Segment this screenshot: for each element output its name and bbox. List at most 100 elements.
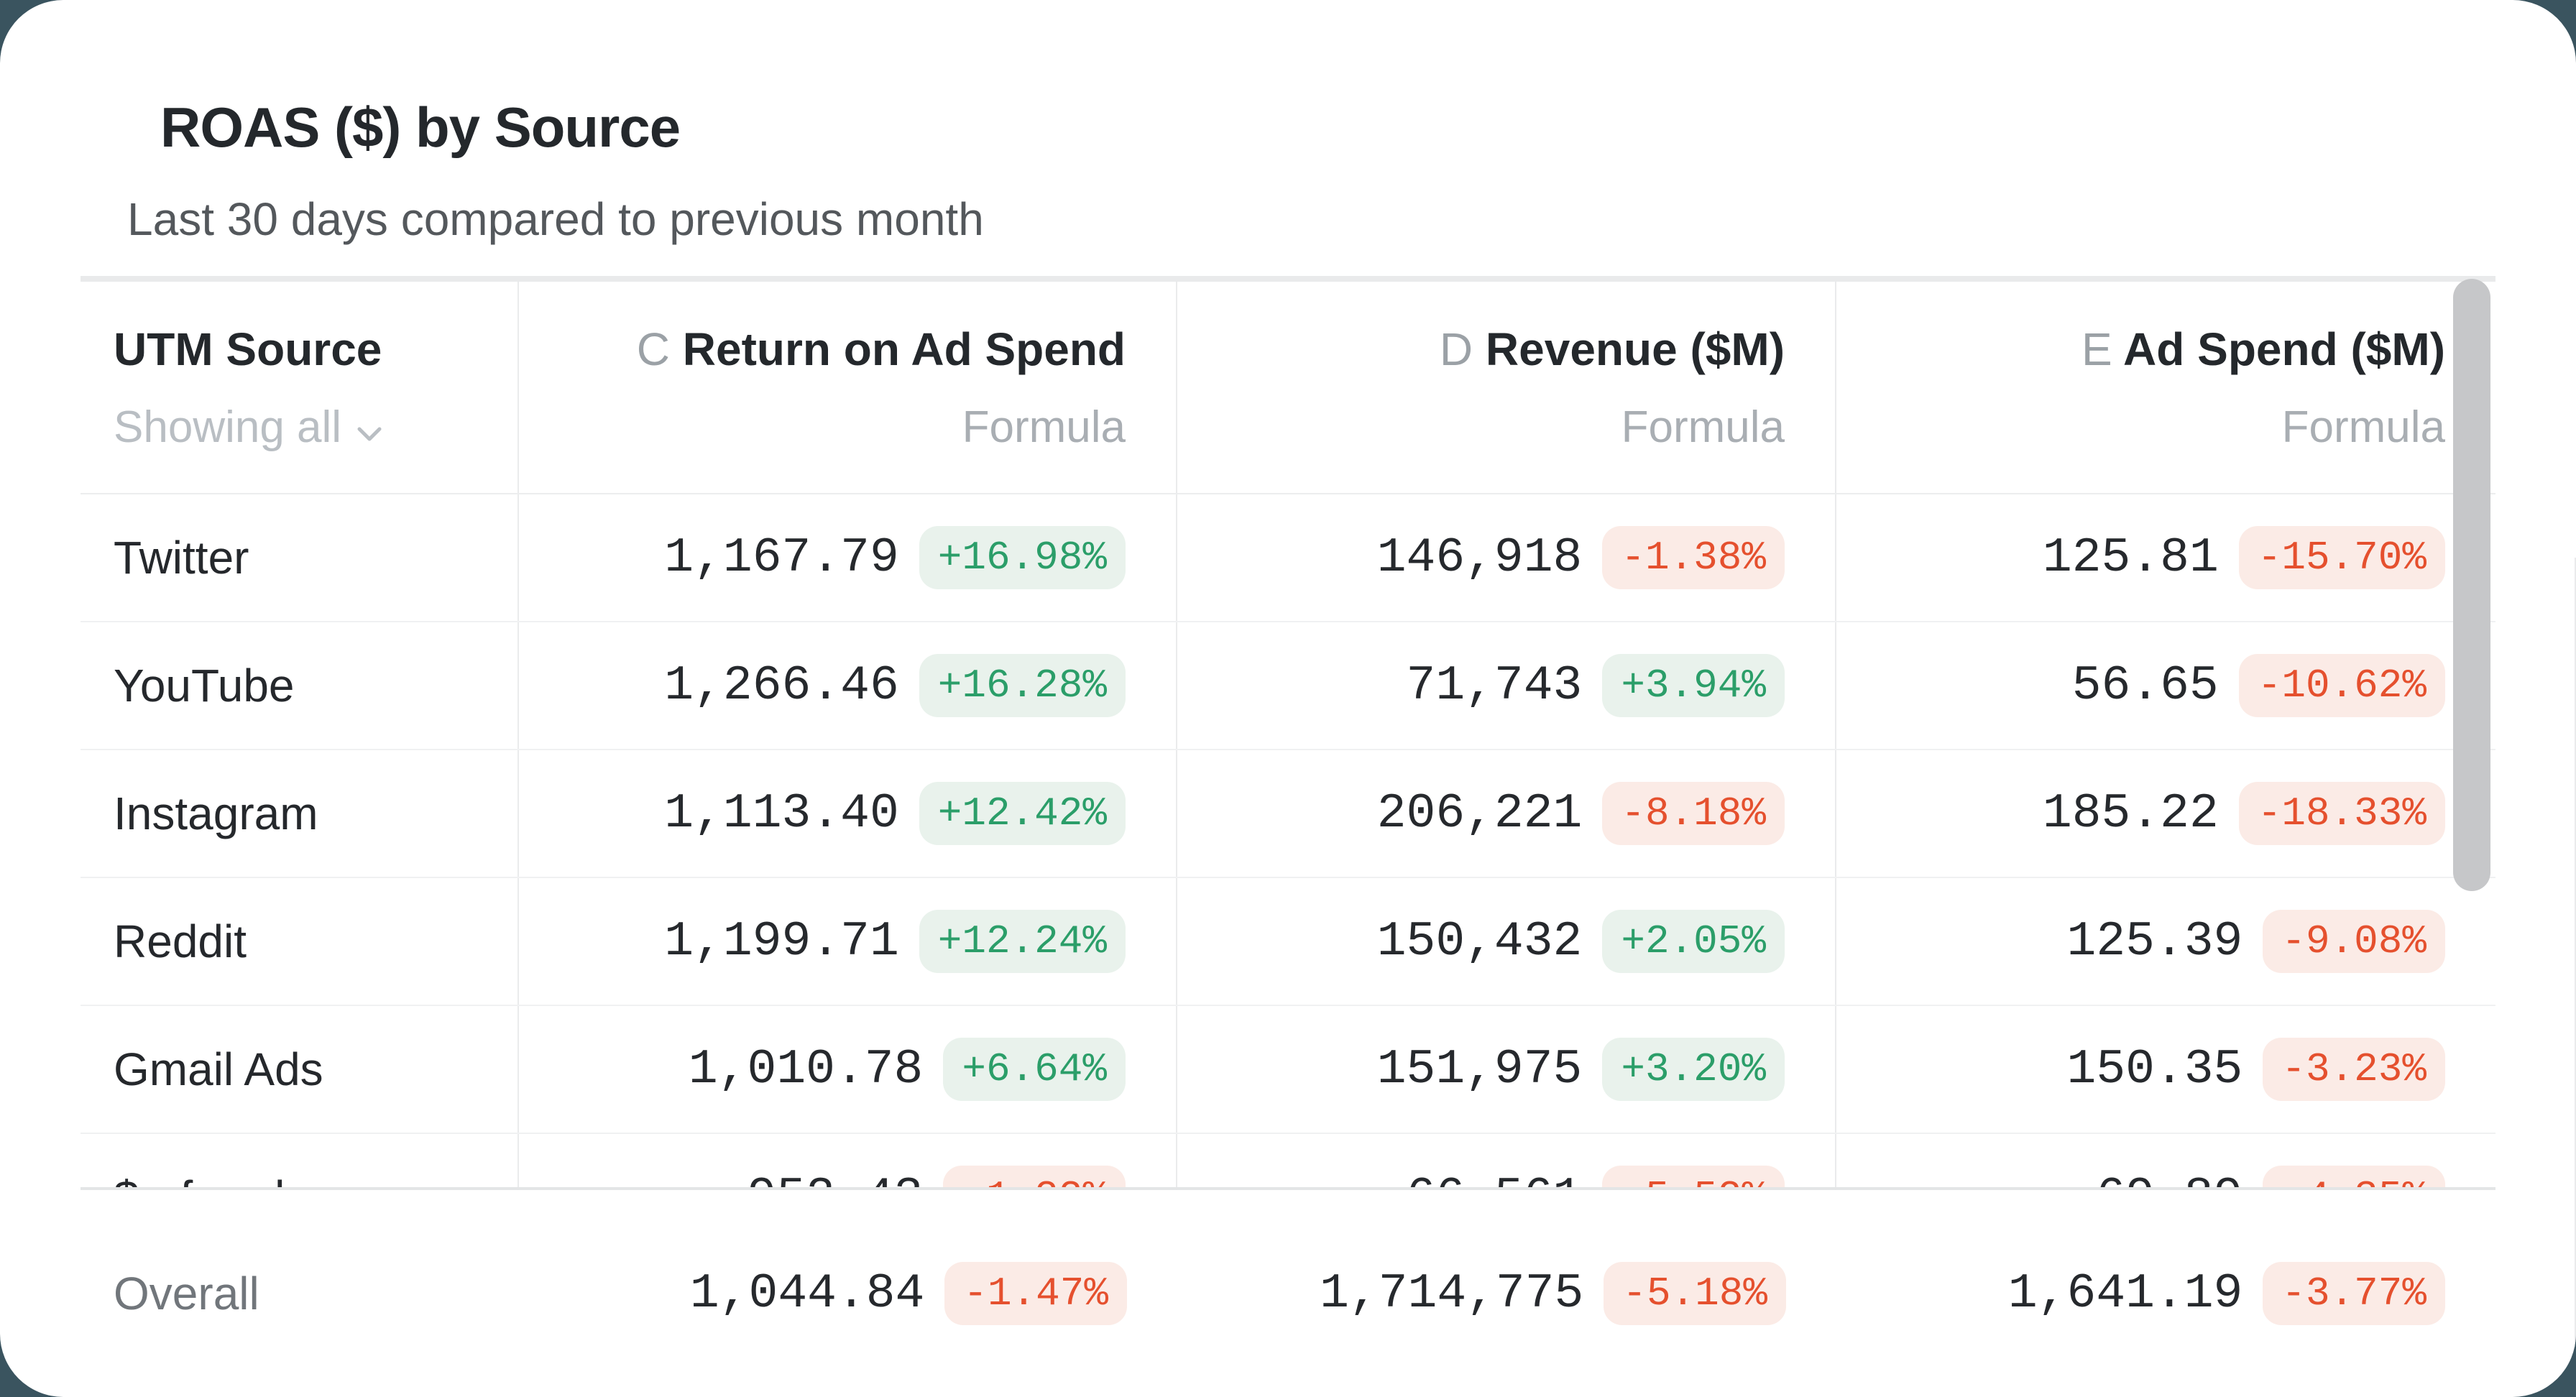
metric-value: 150,432 (1376, 913, 1583, 969)
metric-value: 1,266.46 (664, 658, 899, 714)
showing-all-label: Showing all (114, 402, 342, 452)
column-header-utm-source: UTM Source Showing all (80, 282, 519, 493)
metric-value: 66,561 (1407, 1170, 1583, 1188)
summary-row-container: Overall 1,044.84 -1.47% 1,714,775 -5.18% 1,64… (80, 1187, 2496, 1397)
utm-source-label: UTM Source (114, 323, 382, 375)
row-source-label: YouTube (80, 622, 519, 749)
metric-cell: 151,975 +3.20% (1177, 1006, 1836, 1133)
metric-cell: 125.81 -15.70% (1836, 494, 2496, 621)
summary-source-label: Overall (114, 1268, 259, 1319)
negative-change-badge: -3.77% (2263, 1262, 2445, 1325)
table-top-divider (80, 276, 2496, 282)
table-row: $referral 952.43 -1.22% 66,561 -5.52% 69.89 -4… (80, 1134, 2496, 1187)
positive-change-badge: +16.98% (919, 526, 1126, 589)
metric-value: 206,221 (1376, 785, 1583, 842)
negative-change-badge: -18.33% (2238, 782, 2445, 845)
table-row: Twitter 1,167.79 +16.98% 146,918 -1.38% 125.8… (80, 494, 2496, 622)
table-header-row: UTM Source Showing all C Return on Ad Sp… (80, 282, 2496, 494)
negative-change-badge: -1.47% (944, 1262, 1127, 1325)
column-letter-c: C (636, 323, 670, 375)
metric-cell: 150,432 +2.05% (1177, 878, 1836, 1005)
metric-cell: 56.65 -10.62% (1836, 622, 2496, 749)
negative-change-badge: -5.52% (1602, 1166, 1785, 1187)
metric-cell: 1,113.40 +12.42% (519, 750, 1177, 877)
table-row: YouTube 1,266.46 +16.28% 71,743 +3.94% 56.65-… (80, 622, 2496, 750)
column-header-ad-spend: E Ad Spend ($M) Formula (2081, 323, 2445, 452)
column-letter-e: E (2081, 323, 2112, 375)
summary-row: Overall 1,044.84 -1.47% 1,714,775 -5.18% 1,64… (80, 1190, 2496, 1397)
metric-value: 1,641.19 (2007, 1265, 2243, 1322)
metric-cell: 66,561 -5.52% (1177, 1134, 1836, 1187)
formula-label: Formula (1621, 402, 1785, 452)
metric-cell: 150.35 -3.23% (1836, 1006, 2496, 1133)
showing-all-dropdown[interactable]: Showing all (114, 402, 382, 453)
row-source-label: Twitter (80, 494, 519, 621)
positive-change-badge: +16.28% (919, 654, 1126, 717)
negative-change-badge: -10.62% (2238, 654, 2445, 717)
negative-change-badge: -1.38% (1602, 526, 1785, 589)
column-header-roas: C Return on Ad Spend Formula (519, 282, 1177, 493)
metric-value: 56.65 (2071, 658, 2219, 714)
metric-cell: 1,167.79 +16.98% (519, 494, 1177, 621)
table-row: Gmail Ads 1,010.78 +6.64% 151,975 +3.20% 150.… (80, 1006, 2496, 1134)
metric-cell: 185.22 -18.33% (1836, 750, 2496, 877)
metric-value: 125.81 (2042, 530, 2219, 586)
column-letter-d: D (1439, 323, 1473, 375)
positive-change-badge: +6.64% (943, 1038, 1126, 1101)
metric-cell: 1,714,775 -5.18% (1177, 1190, 1836, 1397)
page-subtitle: Last 30 days compared to previous month (127, 193, 984, 245)
chevron-down-icon (357, 402, 382, 453)
table-scroll-viewport: UTM Source Showing all C Return on Ad Sp… (80, 282, 2496, 1187)
metric-value: 1,010.78 (688, 1041, 924, 1097)
table-body: Twitter 1,167.79 +16.98% 146,918 -1.38% 125.8… (80, 494, 2496, 1187)
page-title: ROAS ($) by Source (160, 96, 681, 159)
row-source-label: $referral (80, 1134, 519, 1187)
metric-value: 151,975 (1376, 1041, 1583, 1097)
negative-change-badge: -9.08% (2263, 910, 2445, 973)
table-row: Reddit 1,199.71 +12.24% 150,432 +2.05% 125.39… (80, 878, 2496, 1006)
metric-value: 1,167.79 (664, 530, 899, 586)
metric-cell: 952.43 -1.22% (519, 1134, 1177, 1187)
metric-value: 146,918 (1376, 530, 1583, 586)
row-source-label: Gmail Ads (80, 1006, 519, 1133)
negative-change-badge: -4.35% (2263, 1166, 2445, 1187)
metric-cell: 1,044.84 -1.47% (519, 1190, 1177, 1397)
metric-cell: 71,743 +3.94% (1177, 622, 1836, 749)
metric-cell: 146,918 -1.38% (1177, 494, 1836, 621)
table-right-border (2575, 558, 2576, 1397)
positive-change-badge: +12.24% (919, 910, 1126, 973)
metric-cell: 1,199.71 +12.24% (519, 878, 1177, 1005)
metric-cell: 1,266.46 +16.28% (519, 622, 1177, 749)
row-source-label: Reddit (80, 878, 519, 1005)
metric-value: 1,044.84 (689, 1265, 925, 1322)
metric-value: 1,714,775 (1320, 1265, 1584, 1322)
negative-change-badge: -3.23% (2263, 1038, 2445, 1101)
column-header-revenue: D Revenue ($M) Formula (1177, 282, 1836, 493)
metric-cell: 69.89 -4.35% (1836, 1134, 2496, 1187)
metric-cell: 206,221 -8.18% (1177, 750, 1836, 877)
summary-row-host: Overall 1,044.84 -1.47% 1,714,775 -5.18% 1,64… (80, 1190, 2496, 1397)
metric-cell: 1,641.19 -3.77% (1836, 1190, 2496, 1397)
metric-value: 1,199.71 (664, 913, 899, 969)
formula-label: Formula (962, 402, 1126, 452)
table-row: Instagram 1,113.40 +12.42% 206,221 -8.18% 185… (80, 750, 2496, 878)
metric-value: 185.22 (2042, 785, 2219, 842)
positive-change-badge: +3.20% (1602, 1038, 1785, 1101)
metric-value: 125.39 (2066, 913, 2243, 969)
negative-change-badge: -1.22% (943, 1166, 1126, 1187)
metric-value: 150.35 (2066, 1041, 2243, 1097)
metric-value: 952.43 (748, 1170, 924, 1188)
metric-value: 71,743 (1406, 658, 1583, 714)
roas-table: UTM Source Showing all C Return on Ad Sp… (80, 276, 2576, 1397)
negative-change-badge: -8.18% (1602, 782, 1785, 845)
positive-change-badge: +2.05% (1602, 910, 1785, 973)
row-source-label: Instagram (80, 750, 519, 877)
metric-cell: 1,010.78 +6.64% (519, 1006, 1177, 1133)
vertical-scrollbar-thumb[interactable] (2453, 279, 2490, 891)
positive-change-badge: +3.94% (1602, 654, 1785, 717)
positive-change-badge: +12.42% (919, 782, 1126, 845)
formula-label: Formula (2281, 402, 2445, 452)
metric-value: 1,113.40 (664, 785, 899, 842)
